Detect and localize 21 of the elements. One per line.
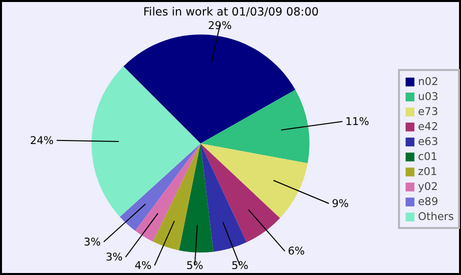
data-label: 29% [208, 19, 232, 32]
chart-title: Files in work at 01/03/09 08:00 [143, 4, 319, 18]
data-label: 3% [106, 250, 123, 264]
legend-label: c01 [418, 150, 438, 163]
data-label: 6% [288, 244, 305, 258]
legend-label: e89 [418, 195, 438, 208]
data-label: 24% [30, 134, 54, 147]
data-label: 4% [134, 259, 152, 272]
legend-label: u03 [418, 90, 438, 103]
legend-label: e73 [418, 105, 438, 118]
legend-label: y02 [418, 180, 438, 193]
data-label: 5% [186, 259, 204, 272]
data-label: 5% [231, 259, 248, 272]
data-label: 11% [345, 114, 370, 128]
legend-label: n02 [418, 75, 438, 88]
legend-label: z01 [418, 165, 438, 178]
data-label: 3% [84, 235, 101, 248]
legend-label: Others [418, 210, 454, 223]
legend-label: e63 [418, 135, 438, 148]
data-label: 9% [332, 196, 349, 210]
legend-label: e42 [418, 120, 438, 133]
